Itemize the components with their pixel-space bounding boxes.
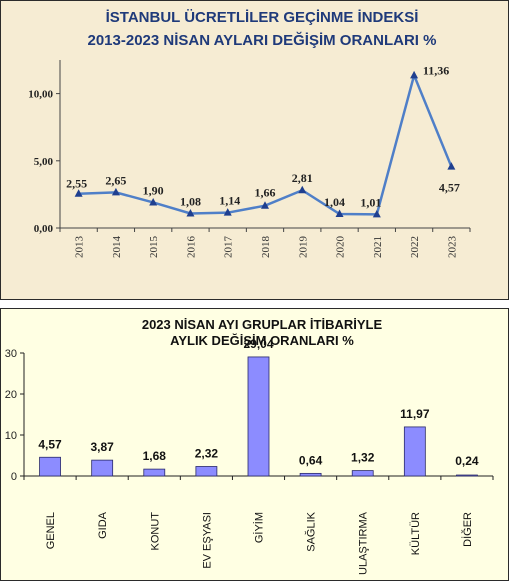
bar-x-tick-label: GİYİM (253, 512, 266, 543)
bar-chart-subtitle: AYLIK DEĞİŞİM ORANLARI % (170, 333, 354, 348)
line-data-label: 2,81 (292, 171, 313, 185)
bar-y-tick-label: 20 (5, 389, 17, 401)
line-x-tick-label: 2018 (260, 236, 272, 259)
line-point (149, 197, 158, 206)
bar-x-tick-label: EV EŞYASI (201, 512, 213, 569)
line-data-label: 2,55 (66, 177, 87, 191)
line-chart-panel (0, 0, 509, 300)
bar-data-label: 29,04 (243, 337, 273, 351)
bar (351, 470, 374, 477)
bar-x-tick-label: SAĞLIK (305, 511, 318, 551)
line-data-label: 11,36 (423, 63, 449, 77)
line-point (372, 209, 381, 218)
bar-x-tick-label: ULAŞTIRMA (358, 511, 370, 575)
line-data-label: 2,65 (105, 173, 126, 187)
bar (91, 459, 114, 477)
bar-data-label: 11,97 (400, 407, 430, 421)
line-x-tick-label: 2021 (372, 236, 384, 258)
line-x-tick-label: 2015 (148, 236, 160, 259)
line-data-label: 4,57 (439, 181, 460, 195)
bar-x-tick-label: KÜLTÜR (410, 512, 422, 555)
bar (403, 426, 426, 477)
bar-data-label: 1,32 (351, 451, 375, 465)
line-x-tick-label: 2014 (111, 236, 123, 259)
line-y-tick-label: 5,00 (34, 156, 54, 168)
line-chart-title: İSTANBUL ÜCRETLİLER GEÇİNME İNDEKSİ (106, 9, 419, 26)
line-data-label: 1,04 (324, 195, 345, 209)
bar (247, 356, 270, 477)
bar-data-label: 0,24 (455, 454, 479, 468)
bar (143, 468, 166, 477)
line-data-label: 1,14 (219, 194, 240, 208)
line-point (223, 208, 232, 216)
bar-data-label: 3,87 (90, 440, 114, 454)
line-x-tick-label: 2013 (74, 236, 86, 259)
bar-data-label: 1,68 (143, 449, 167, 463)
line-data-label: 1,66 (255, 186, 276, 200)
line-point (186, 208, 195, 217)
line-data-label: 1,08 (180, 194, 201, 208)
line-x-tick-label: 2017 (223, 236, 235, 259)
line-x-tick-label: 2023 (446, 236, 458, 259)
line-point (298, 185, 307, 194)
bar (299, 472, 322, 477)
line-x-tick-label: 2022 (409, 236, 421, 258)
bar-y-tick-label: 10 (5, 430, 17, 442)
line-point (335, 209, 344, 218)
line-x-tick-label: 2020 (335, 236, 347, 259)
line-point (111, 187, 120, 196)
line-point (74, 189, 83, 197)
line-x-tick-label: 2019 (297, 236, 309, 259)
bar (195, 466, 218, 477)
bar (456, 474, 478, 477)
bar-x-tick-label: GIDA (97, 511, 109, 539)
bar-data-label: 4,57 (38, 437, 62, 451)
line-point (447, 162, 456, 170)
line-data-label: 1,90 (143, 183, 164, 197)
line-x-tick-label: 2016 (185, 236, 197, 259)
line-y-tick-label: 10,00 (28, 89, 53, 101)
bar-data-label: 0,64 (299, 453, 323, 467)
bar-y-tick-label: 30 (5, 348, 17, 360)
bar (39, 456, 61, 477)
bar-data-label: 2,32 (195, 446, 219, 460)
bar-y-tick-label: 0 (11, 471, 17, 483)
bar-x-tick-label: KONUT (149, 512, 161, 551)
bar-x-tick-label: DİĞER (461, 512, 474, 547)
bar-x-tick-label: GENEL (45, 512, 57, 549)
line-y-tick-label: 0,00 (34, 223, 54, 235)
line-data-label: 1,01 (360, 195, 381, 209)
bar-chart-title: 2023 NİSAN AYI GRUPLAR İTİBARİYLE (142, 317, 383, 332)
line-point (261, 201, 269, 209)
line-chart: İSTANBUL ÜCRETLİLER GEÇİNME İNDEKSİ 2013… (28, 9, 471, 259)
line-point (410, 70, 419, 79)
line-chart-subtitle: 2013-2023 NİSAN AYLARI DEĞİŞİM ORANLARI … (88, 31, 437, 49)
